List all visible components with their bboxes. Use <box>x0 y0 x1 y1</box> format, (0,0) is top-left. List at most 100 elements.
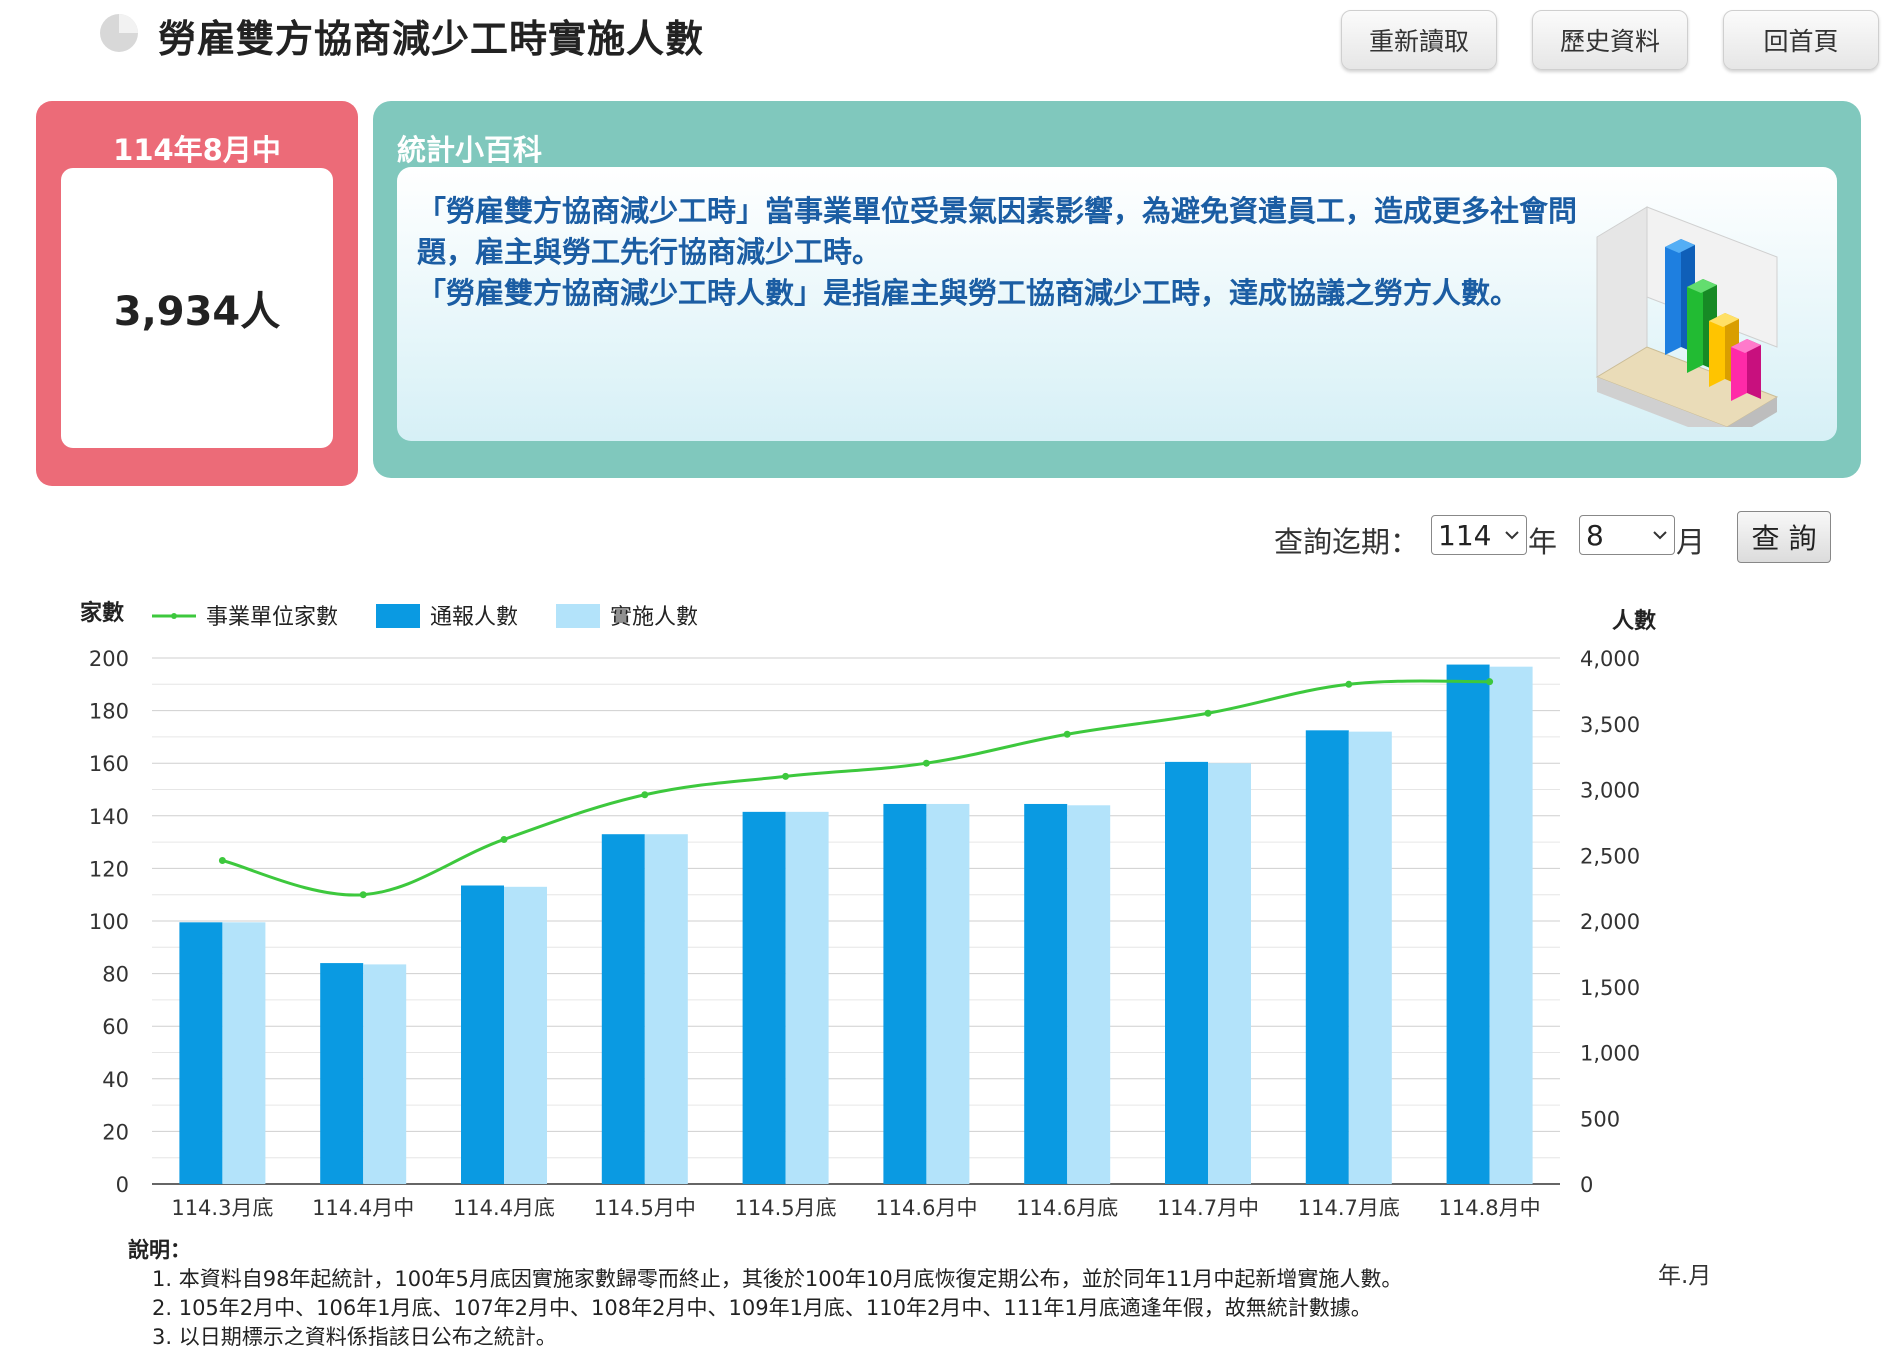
line-point <box>782 772 790 780</box>
home-button[interactable]: 回首頁 <box>1723 10 1879 70</box>
info-card: 統計小百科 「勞雇雙方協商減少工時」當事業單位受景氣因素影響，為避免資遣員工，造… <box>373 101 1861 478</box>
left-tick-label: 80 <box>102 963 129 987</box>
info-paragraph: 「勞雇雙方協商減少工時人數」是指雇主與勞工協商減少工時，達成協議之勞方人數。 <box>417 276 1520 310</box>
bar-reported <box>1024 803 1068 1184</box>
left-tick-label: 120 <box>89 857 129 881</box>
legend-bar-swatch <box>556 604 600 628</box>
line-point <box>500 835 508 843</box>
query-label: 查詢迄期： <box>1274 525 1420 559</box>
bar-implemented <box>504 886 547 1184</box>
year-select-value: 114 <box>1438 518 1492 552</box>
right-tick-label: 500 <box>1580 1107 1620 1131</box>
right-tick-label: 0 <box>1580 1173 1593 1197</box>
bar-reported <box>179 922 223 1184</box>
reload-button[interactable]: 重新讀取 <box>1341 10 1497 70</box>
right-tick-label: 2,000 <box>1580 910 1640 934</box>
x-tick-label: 114.6月中 <box>875 1196 977 1220</box>
bar-reported <box>1446 664 1490 1184</box>
right-tick-label: 3,000 <box>1580 779 1640 803</box>
page-title: 勞雇雙方協商減少工時實施人數 <box>158 17 705 61</box>
info-title: 統計小百科 <box>397 133 543 167</box>
right-axis-title: 人數 <box>1612 609 1656 634</box>
line-point <box>1345 680 1353 688</box>
bar-implemented <box>926 803 970 1184</box>
line-point <box>1063 730 1071 738</box>
right-tick-label: 3,500 <box>1580 713 1640 737</box>
bar-implemented <box>1348 731 1392 1184</box>
line-point <box>218 857 226 865</box>
summary-value-box: 3,934人 <box>61 168 333 448</box>
note-item: 2. 105年2月中、106年1月底、107年2月中、108年2月中、109年1… <box>152 1296 1372 1320</box>
summary-value: 3,934人 <box>113 289 281 335</box>
left-tick-label: 60 <box>102 1015 129 1039</box>
x-tick-label: 114.7月中 <box>1157 1196 1259 1220</box>
left-tick-label: 200 <box>89 647 129 671</box>
bar-reported <box>461 885 504 1184</box>
info-paragraph: 「勞雇雙方協商減少工時」當事業單位受景氣因素影響，為避免資遣員工，造成更多社會問… <box>417 194 1578 269</box>
note-item: 3. 以日期標示之資料係指該日公布之統計。 <box>152 1325 557 1349</box>
bar-reported <box>1305 730 1349 1184</box>
x-tick-label: 114.4月中 <box>312 1196 414 1220</box>
history-button[interactable]: 歷史資料 <box>1532 10 1688 70</box>
combo-chart: 0 20 40 60 80 100 120 140 160 180 200 0 500 1,000 1,50… <box>80 600 1656 1220</box>
line-establishments <box>222 679 1490 897</box>
summary-card: 114年8月中 3,934人 <box>36 101 358 486</box>
year-select[interactable]: 114 <box>1431 515 1527 555</box>
year-unit: 年 <box>1528 525 1558 559</box>
bar-implemented <box>1067 805 1111 1184</box>
left-tick-label: 40 <box>102 1068 129 1092</box>
notes-section: 說明： 1. 本資料自98年起統計，100年5月底因實施家數歸零而終止，其後於1… <box>128 1236 1402 1352</box>
x-tick-label: 114.8月中 <box>1439 1196 1541 1220</box>
bar-reported <box>601 834 645 1184</box>
bar-implemented <box>644 834 688 1184</box>
x-tick-label: 114.6月底 <box>1016 1196 1118 1220</box>
x-tick-label: 114.5月中 <box>594 1196 696 1220</box>
line-point <box>922 759 930 767</box>
right-tick-label: 1,000 <box>1580 1042 1640 1066</box>
line-point <box>1204 709 1212 717</box>
legend-bar-swatch <box>376 604 420 628</box>
left-tick-label: 180 <box>89 700 129 724</box>
x-axis-unit-label: 年.月 <box>1658 1263 1712 1289</box>
bar-implemented <box>785 811 829 1184</box>
query-button[interactable]: 查 詢 <box>1737 511 1831 563</box>
bar-reported <box>320 963 364 1184</box>
left-axis-title: 家數 <box>80 600 124 626</box>
right-tick-label: 1,500 <box>1580 976 1640 1000</box>
chevron-down-icon <box>1505 531 1519 540</box>
bar-chart-3d-icon <box>1595 206 1779 427</box>
bar-implemented <box>1208 763 1251 1184</box>
legend-label: 通報人數 <box>430 605 518 630</box>
x-tick-label: 114.5月底 <box>735 1196 837 1220</box>
left-tick-label: 20 <box>102 1120 129 1144</box>
line-point <box>359 891 367 899</box>
info-content-box: 「勞雇雙方協商減少工時」當事業單位受景氣因素影響，為避免資遣員工，造成更多社會問… <box>397 167 1837 441</box>
right-tick-label: 4,000 <box>1580 647 1640 671</box>
line-point <box>1486 678 1494 686</box>
legend-line-marker <box>171 613 177 619</box>
note-item: 1. 本資料自98年起統計，100年5月底因實施家數歸零而終止，其後於100年1… <box>152 1267 1403 1291</box>
x-tick-label: 114.4月底 <box>453 1196 555 1220</box>
bar-implemented <box>1489 666 1533 1184</box>
left-tick-label: 140 <box>89 805 129 829</box>
x-tick-label: 114.3月底 <box>171 1196 273 1220</box>
right-tick-label: 2,500 <box>1580 844 1640 868</box>
month-unit: 月 <box>1676 525 1706 559</box>
left-tick-label: 100 <box>89 910 129 934</box>
chevron-down-icon <box>1653 531 1667 540</box>
month-select[interactable]: 8 <box>1579 515 1675 555</box>
bar-implemented <box>363 964 407 1184</box>
bar-reported <box>742 811 786 1184</box>
legend-label: 事業單位家數 <box>206 605 338 630</box>
x-tick-label: 114.7月底 <box>1298 1196 1400 1220</box>
month-select-value: 8 <box>1586 518 1604 552</box>
pie-chart-icon <box>100 14 138 52</box>
bar-implemented <box>222 922 266 1184</box>
left-tick-label: 160 <box>89 752 129 776</box>
line-point <box>641 791 649 799</box>
bar-reported <box>883 803 927 1184</box>
left-tick-label: 0 <box>116 1173 129 1197</box>
legend-label: 實施人數 <box>610 605 698 630</box>
bar-reported <box>1165 761 1208 1184</box>
notes-heading: 說明： <box>128 1238 191 1262</box>
